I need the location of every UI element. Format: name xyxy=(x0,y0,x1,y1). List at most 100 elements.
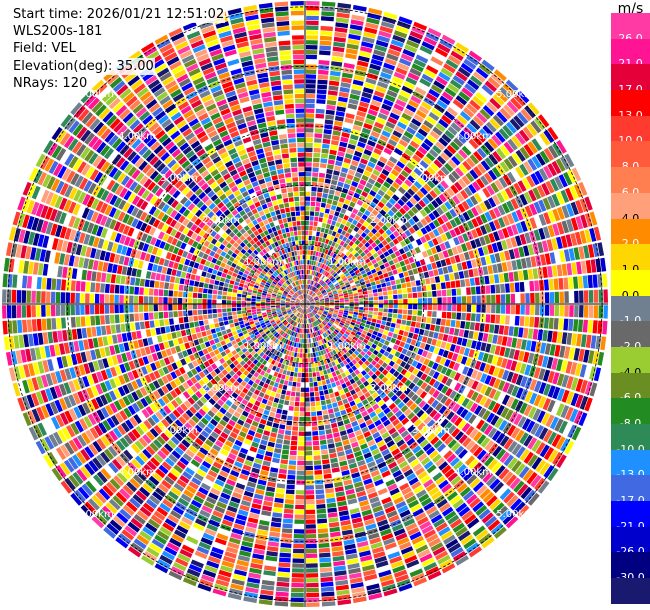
range-gate xyxy=(310,392,315,397)
range-gate xyxy=(351,264,357,269)
range-gate xyxy=(487,76,501,89)
range-gate xyxy=(456,296,462,304)
range-gate xyxy=(316,499,326,505)
range-gate xyxy=(355,261,361,267)
range-gate xyxy=(496,294,501,304)
range-gate xyxy=(422,291,427,298)
range-gate xyxy=(330,235,335,241)
range-gate xyxy=(388,304,393,309)
range-gate xyxy=(334,27,348,33)
range-gate xyxy=(320,281,325,286)
range-gate xyxy=(305,509,316,515)
range-gate xyxy=(447,126,458,136)
range-gate xyxy=(326,168,333,175)
range-gate xyxy=(323,259,327,265)
range-gate xyxy=(309,285,311,290)
range-gate xyxy=(331,140,339,146)
range-gate xyxy=(316,99,326,104)
range-gate xyxy=(465,157,476,168)
range-gate xyxy=(334,115,344,122)
range-gate xyxy=(311,270,314,276)
range-gate xyxy=(351,181,359,188)
range-gate xyxy=(482,125,494,137)
range-gate xyxy=(305,358,308,363)
range-gate xyxy=(318,430,326,436)
range-gate xyxy=(308,372,313,378)
range-gate xyxy=(321,282,326,287)
range-gate xyxy=(306,587,319,593)
range-gate xyxy=(372,95,383,103)
range-gate xyxy=(358,242,364,249)
ppi-plot: 1.00km1.00km1.00km1.00km2.00km2.00km2.00… xyxy=(2,1,608,607)
range-gate xyxy=(417,298,423,304)
range-gate xyxy=(295,490,305,495)
range-gate xyxy=(390,39,404,48)
range-gate xyxy=(429,148,439,158)
range-gate xyxy=(471,295,476,304)
range-gate xyxy=(403,191,412,200)
range-gate xyxy=(410,95,422,105)
range-gate xyxy=(558,278,564,290)
range-gate xyxy=(305,407,311,412)
range-gate xyxy=(320,25,333,32)
range-gate xyxy=(388,295,393,300)
range-gate xyxy=(347,206,354,212)
range-gate xyxy=(331,61,343,67)
range-gate xyxy=(495,90,509,103)
range-gate xyxy=(306,548,317,554)
range-gate xyxy=(339,273,345,278)
range-gate xyxy=(452,46,467,57)
range-gate xyxy=(491,294,496,304)
range-gate xyxy=(444,162,454,173)
range-gate xyxy=(349,185,357,192)
range-gate xyxy=(376,213,384,220)
range-gate xyxy=(324,178,331,184)
range-gate xyxy=(393,304,398,309)
range-gate xyxy=(445,281,451,289)
range-gate xyxy=(385,121,396,129)
range-gate xyxy=(384,94,396,103)
range-gate xyxy=(375,143,385,151)
range-gate xyxy=(331,264,336,270)
range-gate xyxy=(319,439,327,445)
range-gate xyxy=(305,176,312,182)
range-gate xyxy=(498,128,510,140)
range-gate xyxy=(378,292,383,296)
range-gate xyxy=(317,262,321,267)
range-gate xyxy=(505,294,511,304)
range-gate xyxy=(349,93,360,101)
range-gate xyxy=(335,22,349,29)
range-gate xyxy=(441,289,447,297)
range-gate xyxy=(517,90,530,104)
range-gate xyxy=(291,386,296,392)
range-gate xyxy=(500,294,506,304)
range-gate xyxy=(306,558,318,563)
range-gate xyxy=(306,294,309,299)
range-gate xyxy=(407,35,422,44)
range-gate xyxy=(347,103,358,110)
range-gate xyxy=(463,107,475,118)
range-gate xyxy=(288,406,294,411)
range-gate xyxy=(311,177,318,182)
range-gate xyxy=(414,86,427,96)
range-gate xyxy=(503,104,515,117)
range-gate xyxy=(306,602,320,607)
range-gate xyxy=(399,117,410,126)
range-gate xyxy=(386,89,398,98)
range-gate xyxy=(306,25,319,30)
range-gate xyxy=(403,304,408,309)
range-gate xyxy=(376,117,386,125)
range-gate xyxy=(319,247,323,253)
range-gate xyxy=(447,159,457,169)
range-gate xyxy=(519,316,525,327)
range-gate xyxy=(359,301,364,304)
range-gate xyxy=(309,382,314,387)
range-gate xyxy=(548,278,554,291)
range-gate xyxy=(345,53,357,60)
range-gate xyxy=(328,85,339,91)
range-gate xyxy=(418,105,430,115)
range-gate xyxy=(500,283,506,293)
range-gate xyxy=(294,406,300,412)
range-gate xyxy=(384,58,397,66)
range-gate xyxy=(423,120,434,129)
